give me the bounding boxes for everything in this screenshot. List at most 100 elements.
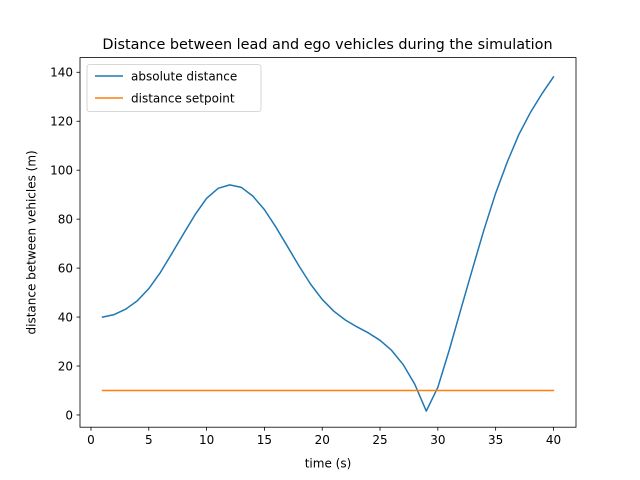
axes-frame — [79, 57, 577, 428]
data-point-absolute-distance — [518, 134, 520, 136]
data-point-distance-setpoint — [321, 390, 323, 392]
data-point-absolute-distance — [368, 332, 370, 334]
data-point-distance-setpoint — [298, 390, 300, 392]
data-point-absolute-distance — [460, 308, 462, 310]
y-axis-ticks: 0 20 40 60 80 100 120 140 — [50, 66, 80, 422]
data-point-absolute-distance — [194, 214, 196, 216]
data-point-distance-setpoint — [506, 390, 508, 392]
data-point-distance-setpoint — [241, 390, 243, 392]
legend-box — [86, 64, 262, 112]
data-point-absolute-distance — [402, 364, 404, 366]
data-point-distance-setpoint — [426, 390, 428, 392]
data-point-distance-setpoint — [460, 390, 462, 392]
data-point-absolute-distance — [506, 161, 508, 163]
data-point-absolute-distance — [321, 299, 323, 301]
data-point-distance-setpoint — [275, 390, 277, 392]
data-point-distance-setpoint — [553, 390, 555, 392]
data-point-absolute-distance — [483, 229, 485, 231]
y-axis-label: distance between vehicles (m) — [25, 150, 39, 334]
data-point-absolute-distance — [102, 316, 104, 318]
y-tick-label: 40 — [58, 310, 73, 324]
data-point-absolute-distance — [148, 288, 150, 290]
data-point-absolute-distance — [333, 310, 335, 312]
data-point-distance-setpoint — [113, 390, 115, 392]
chart-title: Distance between lead and ego vehicles d… — [102, 37, 552, 53]
data-point-distance-setpoint — [194, 390, 196, 392]
data-point-absolute-distance — [495, 192, 497, 194]
data-point-absolute-distance — [136, 300, 138, 302]
x-axis-ticks: 0 5 10 15 20 25 30 35 40 — [87, 427, 561, 447]
data-point-absolute-distance — [449, 349, 451, 351]
data-point-distance-setpoint — [206, 390, 208, 392]
series-line-absolute-distance — [101, 75, 555, 412]
data-point-distance-setpoint — [310, 390, 312, 392]
data-point-distance-setpoint — [160, 390, 162, 392]
x-axis-label: time (s) — [305, 457, 352, 471]
data-point-distance-setpoint — [368, 390, 370, 392]
x-tick-label: 5 — [145, 433, 153, 447]
x-tick-label: 30 — [430, 433, 445, 447]
data-point-distance-setpoint — [379, 390, 381, 392]
legend-label-absolute-distance: absolute distance — [131, 70, 237, 84]
series-layer — [101, 75, 555, 412]
data-point-distance-setpoint — [217, 390, 219, 392]
data-point-absolute-distance — [264, 209, 266, 211]
data-point-absolute-distance — [171, 253, 173, 255]
data-point-absolute-distance — [437, 387, 439, 389]
data-point-distance-setpoint — [345, 390, 347, 392]
y-tick-label: 140 — [50, 66, 73, 80]
data-point-absolute-distance — [183, 233, 185, 235]
data-point-absolute-distance — [113, 314, 115, 316]
y-tick-label: 60 — [58, 261, 73, 275]
data-point-distance-setpoint — [252, 390, 254, 392]
data-point-distance-setpoint — [183, 390, 185, 392]
data-point-absolute-distance — [298, 265, 300, 267]
data-point-distance-setpoint — [437, 390, 439, 392]
data-point-absolute-distance — [160, 272, 162, 274]
data-point-absolute-distance — [241, 187, 243, 189]
x-tick-label: 35 — [488, 433, 503, 447]
data-point-distance-setpoint — [391, 390, 393, 392]
data-point-absolute-distance — [379, 340, 381, 342]
data-point-absolute-distance — [391, 350, 393, 352]
data-point-absolute-distance — [217, 188, 219, 190]
data-point-absolute-distance — [206, 198, 208, 200]
data-point-absolute-distance — [229, 184, 231, 186]
data-point-distance-setpoint — [495, 390, 497, 392]
data-point-absolute-distance — [426, 410, 428, 412]
data-point-distance-setpoint — [333, 390, 335, 392]
data-point-absolute-distance — [356, 326, 358, 328]
data-point-distance-setpoint — [483, 390, 485, 392]
y-tick-label: 0 — [65, 408, 73, 422]
x-tick-label: 25 — [372, 433, 387, 447]
data-point-distance-setpoint — [472, 390, 474, 392]
data-point-absolute-distance — [275, 226, 277, 228]
data-point-distance-setpoint — [264, 390, 266, 392]
x-tick-label: 40 — [546, 433, 561, 447]
data-point-distance-setpoint — [530, 390, 532, 392]
y-tick-label: 20 — [58, 359, 73, 373]
data-point-distance-setpoint — [229, 390, 231, 392]
data-point-absolute-distance — [345, 319, 347, 321]
data-point-distance-setpoint — [449, 390, 451, 392]
data-point-absolute-distance — [310, 284, 312, 286]
data-point-distance-setpoint — [171, 390, 173, 392]
x-tick-label: 20 — [315, 433, 330, 447]
data-point-distance-setpoint — [102, 390, 104, 392]
data-point-absolute-distance — [414, 383, 416, 385]
data-point-absolute-distance — [553, 76, 555, 78]
legend-label-distance-setpoint: distance setpoint — [131, 92, 235, 106]
x-tick-label: 10 — [199, 433, 214, 447]
data-point-absolute-distance — [541, 93, 543, 95]
data-point-distance-setpoint — [518, 390, 520, 392]
data-point-distance-setpoint — [136, 390, 138, 392]
legend: absolute distance distance setpoint — [86, 64, 262, 112]
data-point-distance-setpoint — [402, 390, 404, 392]
y-tick-label: 80 — [58, 212, 73, 226]
data-point-distance-setpoint — [125, 390, 127, 392]
data-point-absolute-distance — [530, 112, 532, 114]
data-point-distance-setpoint — [356, 390, 358, 392]
data-point-distance-setpoint — [148, 390, 150, 392]
y-tick-label: 100 — [50, 163, 73, 177]
